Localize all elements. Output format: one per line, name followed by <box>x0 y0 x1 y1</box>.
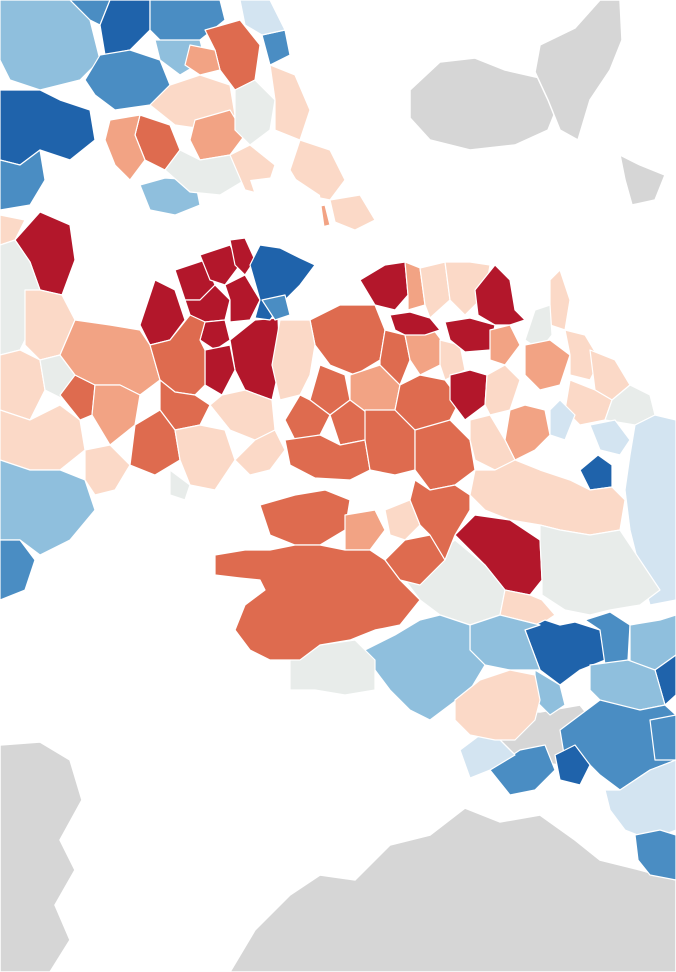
region <box>344 509 386 551</box>
region <box>174 424 236 491</box>
region <box>0 89 96 166</box>
region <box>484 364 521 416</box>
region <box>589 419 631 456</box>
region <box>104 114 146 181</box>
region <box>0 349 46 421</box>
region <box>0 539 36 601</box>
map-regions <box>0 0 676 881</box>
region <box>539 524 661 616</box>
region <box>284 434 371 481</box>
region <box>564 329 601 381</box>
region <box>309 304 386 376</box>
region <box>504 404 551 461</box>
region <box>84 444 131 496</box>
region <box>269 64 311 141</box>
region <box>169 469 191 501</box>
region <box>364 614 486 721</box>
region <box>634 829 676 881</box>
region <box>454 669 541 741</box>
region <box>469 459 626 536</box>
region <box>449 369 488 421</box>
region <box>204 344 236 396</box>
region <box>414 419 476 491</box>
region <box>99 0 151 56</box>
region <box>261 29 291 66</box>
region <box>404 261 426 311</box>
region <box>224 274 261 323</box>
region <box>389 311 441 336</box>
region <box>259 489 351 546</box>
region <box>384 499 421 541</box>
region <box>91 384 141 446</box>
region <box>229 237 256 276</box>
region <box>234 429 286 476</box>
region <box>409 479 471 561</box>
region <box>649 714 676 761</box>
region <box>234 79 276 146</box>
region <box>579 454 613 491</box>
region <box>474 264 526 326</box>
region <box>419 261 451 319</box>
region <box>199 244 241 286</box>
region <box>329 194 376 231</box>
water <box>70 175 325 295</box>
region <box>489 324 521 366</box>
region <box>0 404 86 471</box>
region <box>184 44 221 76</box>
region <box>261 294 291 321</box>
region <box>489 744 556 796</box>
region <box>214 544 421 661</box>
region <box>0 149 46 211</box>
region <box>271 319 316 401</box>
region <box>239 0 286 36</box>
region <box>554 744 591 786</box>
region <box>359 261 409 311</box>
region <box>549 269 571 331</box>
region <box>604 759 676 841</box>
region <box>524 339 571 391</box>
region <box>549 399 576 441</box>
